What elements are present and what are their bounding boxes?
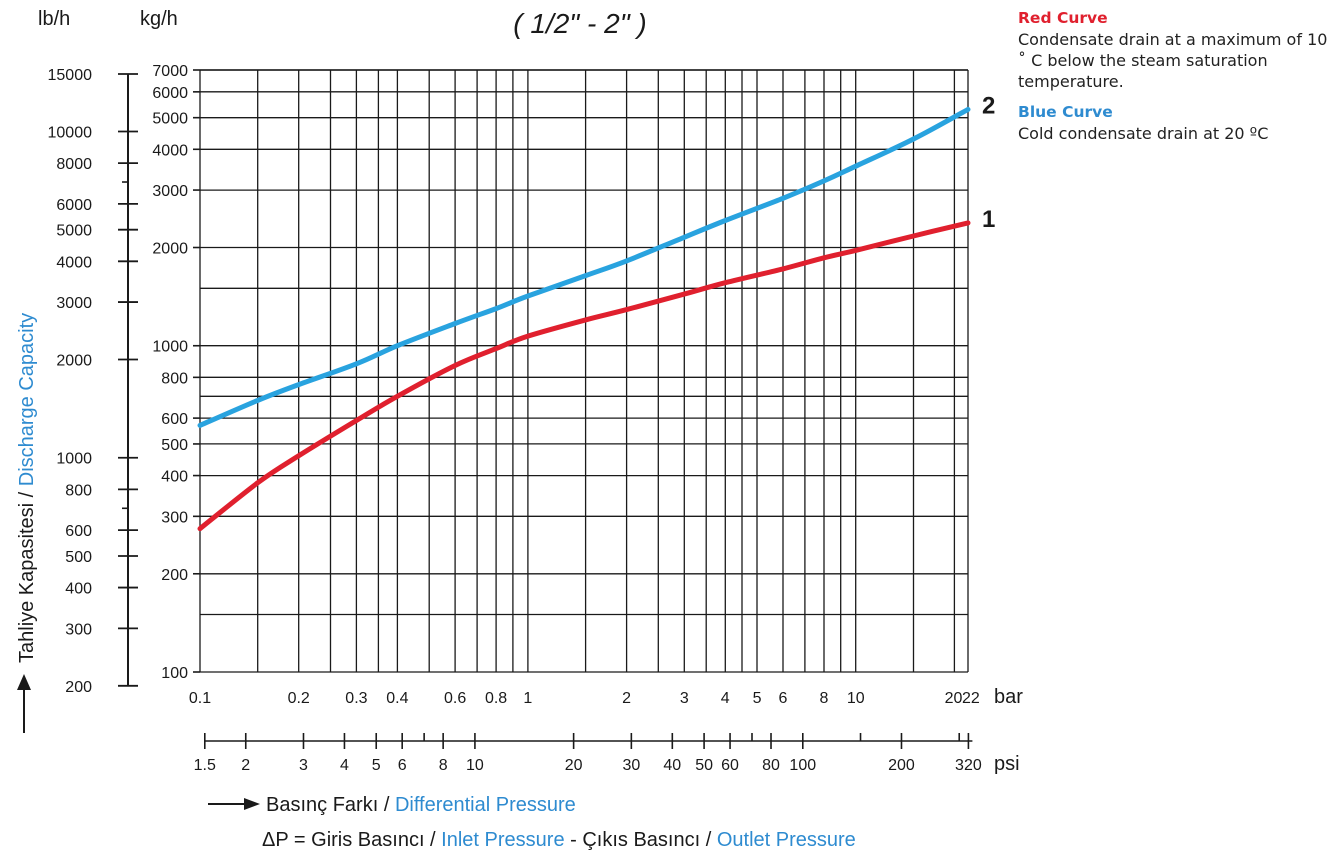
x-axis-label-turkish: Basınç Farkı / [266,794,395,816]
psi-tick-label: 3 [299,757,308,774]
lb-tick-label: 1000 [56,451,92,468]
series-2-line [197,106,971,428]
lb-tick-label: 300 [65,621,92,638]
kg-tick-label: 600 [161,411,188,428]
psi-tick-label: 60 [721,757,739,774]
lb-tick-label: 5000 [56,223,92,240]
blue-curve-title: Blue Curve [1018,103,1113,121]
bar-tick-label: 0.6 [444,690,466,707]
bar-tick-label: 0.4 [386,690,408,707]
lb-tick-label: 15000 [48,67,93,84]
formula-part: - [565,829,583,851]
bar-tick-label: 5 [753,690,762,707]
psi-tick-label: 40 [663,757,681,774]
kg-tick-label: 7000 [152,63,188,80]
psi-tick-label: 100 [789,757,816,774]
kg-tick-label: 100 [161,665,188,682]
bar-tick-label: 8 [820,690,829,707]
formula-part: Inlet Pressure [441,829,564,851]
bar-tick-label: 3 [680,690,689,707]
red-curve-description: Condensate drain at a maximum of 10 ˚ C … [1018,30,1328,91]
psi-tick-label: 50 [695,757,713,774]
lb-tick-label: 3000 [56,295,92,312]
chart-axes [17,69,973,810]
bar-tick-label: 0.1 [189,690,211,707]
kg-tick-label: 1000 [152,339,188,356]
y-axis-label: Tahliye Kapasitesi / Discharge Capacity [16,313,38,663]
lb-tick-label: 2000 [56,353,92,370]
legend: Red Curve Condensate drain at a maximum … [1018,8,1330,144]
formula-text: ΔP = Giris Basıncı / Inlet Pressure - Çı… [262,829,856,851]
psi-tick-label: 2 [241,757,250,774]
lb-tick-label: 400 [65,581,92,598]
psi-unit-label: psi [994,753,1020,775]
blue-curve-description: Cold condensate drain at 20 ºC [1018,124,1269,143]
y-axis-arrow-head [17,674,31,690]
lb-tick-label: 200 [65,679,92,696]
bar-tick-label: 0.3 [345,690,367,707]
bar-tick-label: 10 [847,690,865,707]
psi-tick-label: 20 [565,757,583,774]
y-axis-label-turkish: Tahliye Kapasitesi / [16,486,38,663]
kg-tick-label: 5000 [152,111,188,128]
formula-part: Giris Basıncı / [311,829,441,851]
kg-tick-label: 3000 [152,183,188,200]
lb-tick-label: 600 [65,523,92,540]
series-2-label: 2 [982,92,995,119]
bar-tick-label: 0.2 [288,690,310,707]
lb-tick-label: 6000 [56,197,92,214]
psi-tick-label: 10 [466,757,484,774]
psi-tick-label: 80 [762,757,780,774]
psi-tick-label: 5 [372,757,381,774]
kg-tick-label: 4000 [152,142,188,159]
kg-tick-label: 6000 [152,85,188,102]
bar-tick-label: 2 [622,690,631,707]
kg-tick-label: 400 [161,469,188,486]
chart-text: 1002003004005006008001000200030004000500… [16,8,1023,851]
bar-tick-label: 1 [523,690,532,707]
bar-tick-label: 6 [779,690,788,707]
x-axis-label: Basınç Farkı / Differential Pressure [266,794,576,816]
kg-tick-label: 2000 [152,241,188,258]
bar-unit-label: bar [994,686,1023,708]
kg-tick-label: 500 [161,437,188,454]
psi-tick-label: 8 [439,757,448,774]
series-1-line [197,220,971,532]
psi-tick-label: 320 [955,757,982,774]
x-axis-arrow-head [244,798,260,810]
lb-tick-label: 800 [65,482,92,499]
lb-unit-label: lb/h [38,8,70,30]
red-curve-title: Red Curve [1018,9,1108,27]
formula-part: Çıkıs Basıncı / [582,829,716,851]
psi-tick-label: 30 [622,757,640,774]
bar-tick-label: 22 [962,690,980,707]
kg-tick-label: 800 [161,370,188,387]
series-1-label: 1 [982,206,995,233]
chart-grid [199,69,969,673]
psi-tick-label: 1.5 [194,757,216,774]
bar-tick-label: 0.8 [485,690,507,707]
formula-part: ΔP = [262,829,311,851]
bar-tick-label: 20 [945,690,963,707]
lb-tick-label: 10000 [48,124,93,141]
bar-tick-label: 4 [721,690,730,707]
kg-unit-label: kg/h [140,8,178,30]
kg-tick-label: 200 [161,567,188,584]
formula-part: Outlet Pressure [717,829,856,851]
psi-tick-label: 200 [888,757,915,774]
chart-series [197,106,971,532]
lb-tick-label: 8000 [56,156,92,173]
psi-tick-label: 4 [340,757,349,774]
psi-tick-label: 6 [398,757,407,774]
kg-tick-label: 300 [161,509,188,526]
lb-tick-label: 500 [65,549,92,566]
x-axis-label-english: Differential Pressure [395,794,576,816]
lb-tick-label: 4000 [56,254,92,271]
chart-title: ( 1/2" - 2" ) [513,8,646,39]
y-axis-label-english: Discharge Capacity [16,313,38,486]
